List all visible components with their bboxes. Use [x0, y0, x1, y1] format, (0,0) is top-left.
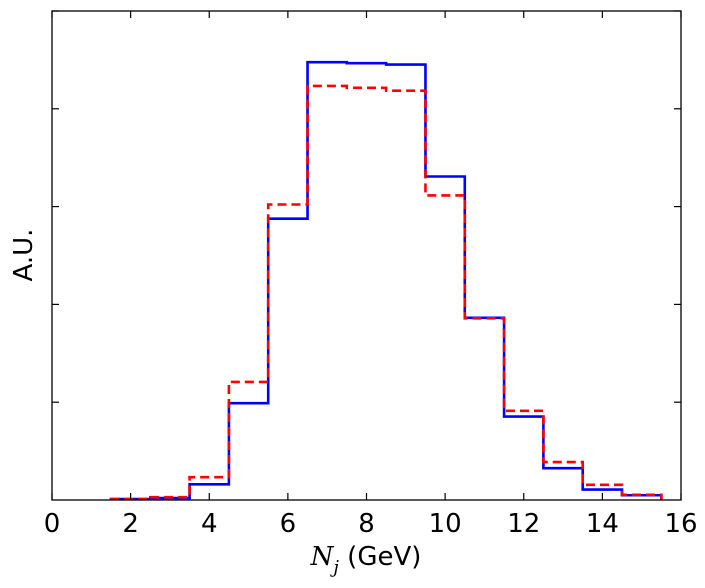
x-axis-label-unit: (GeV)	[339, 542, 421, 572]
series-2-dashed-line	[109, 84, 663, 501]
x-axis-label: Nj (GeV)	[310, 542, 422, 578]
series-layer	[109, 60, 663, 501]
x-tick-label: 6	[280, 509, 297, 539]
x-axis-label-symbol: N	[310, 542, 335, 572]
x-tick-label: 12	[507, 509, 540, 539]
x-tick-label: 14	[586, 509, 619, 539]
x-tick-label: 8	[358, 509, 375, 539]
x-axis-label-subscript: j	[329, 557, 339, 578]
x-tick-label: 0	[44, 509, 61, 539]
plot-frame	[51, 10, 682, 501]
x-tick-label: 2	[122, 509, 139, 539]
y-axis-label: A.U.	[9, 229, 39, 282]
x-tick-label: 4	[201, 509, 218, 539]
tick-layer: 0 2 4 6 8 10 12 14 16	[44, 10, 698, 539]
x-tick-label: 16	[664, 509, 697, 539]
series-1-solid-line	[109, 60, 663, 501]
plot-area: 0 2 4 6 8 10 12 14 16	[44, 10, 698, 539]
x-tick-label: 10	[429, 509, 462, 539]
